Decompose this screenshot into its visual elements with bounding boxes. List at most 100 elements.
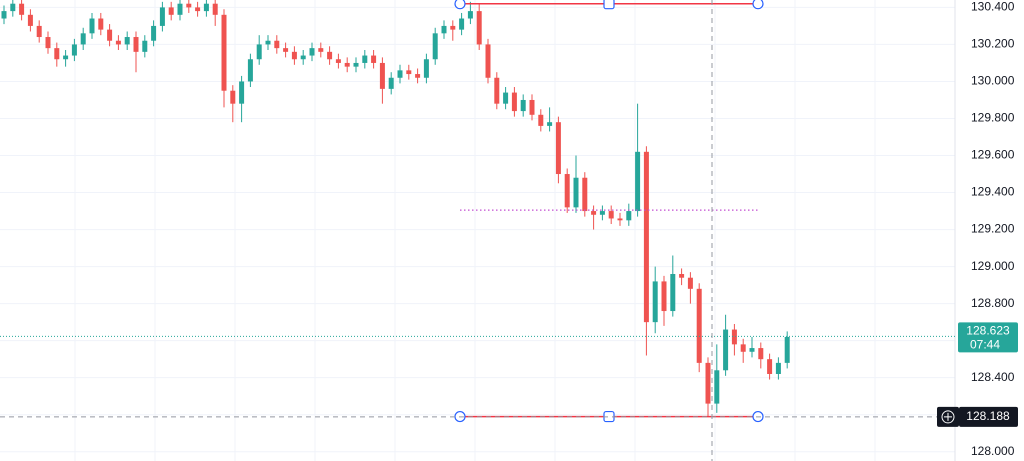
candle-body <box>441 25 447 34</box>
candle-body <box>256 44 262 60</box>
candle-body <box>485 44 491 78</box>
candle-body <box>291 51 297 60</box>
last-price-label: 128.623 <box>966 324 1010 338</box>
candle-body <box>511 92 517 112</box>
candle-body <box>27 14 33 26</box>
candle-body <box>239 81 245 104</box>
y-tick-label: 130.400 <box>971 0 1015 14</box>
candle-body <box>670 274 676 312</box>
candle-body <box>397 70 403 78</box>
candle-body <box>318 48 324 52</box>
candle-body <box>476 11 482 45</box>
y-tick-label: 129.600 <box>971 148 1015 162</box>
candle-body <box>98 18 104 30</box>
candle-body <box>529 99 535 115</box>
candle-body <box>582 177 588 212</box>
candle-body <box>133 37 139 52</box>
candle-body <box>36 25 42 38</box>
y-tick-label: 128.800 <box>971 296 1015 310</box>
candle-body <box>555 122 561 175</box>
candle-body <box>775 362 781 374</box>
candle-body <box>10 3 16 12</box>
candle-body <box>714 370 720 404</box>
candle-body <box>230 90 236 104</box>
candle-body <box>1 11 7 19</box>
candle-body <box>784 336 790 363</box>
y-tick-label: 130.000 <box>971 74 1015 88</box>
candle-body <box>19 3 25 15</box>
candle-body <box>679 274 685 278</box>
y-tick-label: 128.000 <box>971 444 1015 458</box>
candle-body <box>63 55 69 60</box>
countdown: 07:44 <box>970 338 1000 352</box>
candle-body <box>494 77 500 104</box>
candle-body <box>195 7 201 12</box>
candle-body <box>362 55 368 63</box>
candle-body <box>344 62 350 67</box>
candle-body <box>45 37 51 49</box>
candle-body <box>107 29 113 41</box>
candle-body <box>731 329 737 345</box>
candle-body <box>388 77 394 89</box>
candle-body <box>265 40 271 45</box>
candle-body <box>459 18 465 30</box>
candle-body <box>538 114 544 126</box>
candle-body <box>115 40 121 45</box>
candle-body <box>687 277 693 289</box>
candle-body <box>423 59 429 78</box>
candle-body <box>758 348 764 360</box>
candle-body <box>696 288 702 363</box>
candle-body <box>186 3 192 8</box>
candle-body <box>617 218 623 221</box>
candle-body <box>353 62 359 67</box>
candle-body <box>591 211 597 215</box>
crosshair-plus-sign <box>944 412 952 421</box>
range-handle <box>454 0 466 10</box>
candle-body <box>740 344 746 352</box>
candle-body <box>450 25 456 30</box>
candle-body <box>661 281 667 312</box>
candle-body <box>652 281 658 323</box>
candle-body <box>371 55 377 63</box>
candle-body <box>212 3 218 15</box>
candle-body <box>151 25 157 41</box>
candle-body <box>467 11 473 19</box>
candle-body <box>723 329 729 371</box>
candle-body <box>635 151 641 212</box>
range-handle <box>752 0 764 10</box>
candle-body <box>168 7 174 15</box>
candle-body <box>159 7 165 26</box>
range-handle-square <box>603 0 615 10</box>
candle-body <box>309 48 315 56</box>
candle-body <box>767 359 773 374</box>
candle-body <box>283 48 289 52</box>
y-tick-label: 129.800 <box>971 111 1015 125</box>
candle-body <box>142 40 148 52</box>
candle-body <box>415 74 421 78</box>
crosshair-label-box <box>959 406 1018 427</box>
candle-body <box>520 99 526 112</box>
candle-body <box>274 40 280 49</box>
candle-body <box>626 211 632 221</box>
candle-body <box>749 348 755 352</box>
candle-body <box>599 211 605 215</box>
y-tick-label: 129.200 <box>971 222 1015 236</box>
candle-body <box>89 18 95 34</box>
candle-body <box>124 37 130 45</box>
crosshair-label: 128.188 <box>966 409 1010 423</box>
candle-body <box>327 51 333 60</box>
candle-body <box>54 48 60 60</box>
candle-body <box>547 122 553 126</box>
candle-body <box>573 177 579 208</box>
candle-body <box>643 151 649 323</box>
candle-body <box>300 55 306 60</box>
candle-body <box>247 59 253 82</box>
last-price-box <box>958 322 1018 353</box>
y-tick-label: 130.200 <box>971 37 1015 51</box>
candle-body <box>705 362 711 404</box>
candle-body <box>432 33 438 60</box>
y-tick-label: 129.400 <box>971 185 1015 199</box>
candle-body <box>203 3 209 12</box>
y-tick-label: 129.000 <box>971 259 1015 273</box>
